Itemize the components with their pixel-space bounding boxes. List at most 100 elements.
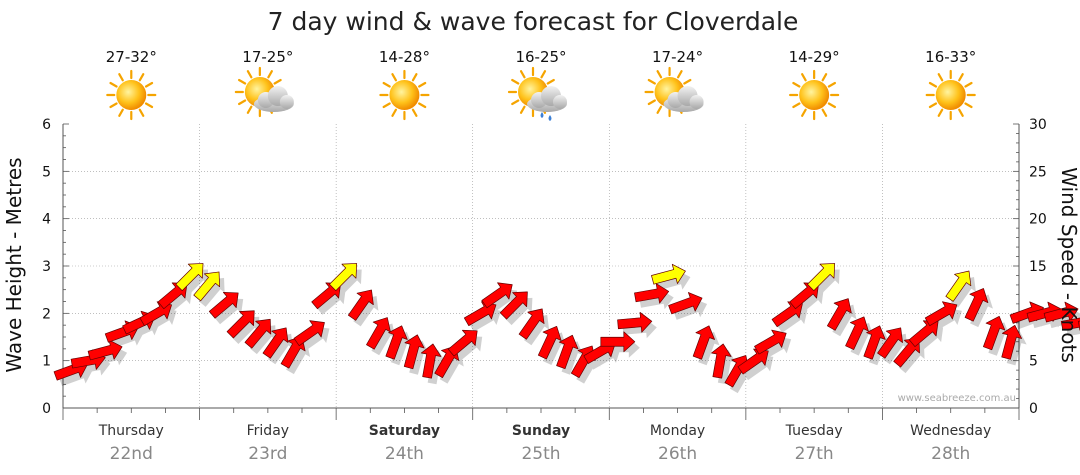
sun-ray [647, 78, 656, 85]
temperature-tuesday: 14-29° [789, 48, 840, 66]
showers-icon [507, 66, 567, 121]
day-label-wednesday: Wednesday [910, 423, 991, 439]
date-label-saturday: 24th [385, 444, 424, 464]
wind-arrow [226, 310, 255, 339]
sun-ray [964, 102, 973, 109]
sun-ray [928, 81, 938, 88]
date-label-sunday: 25th [521, 444, 560, 464]
wind-arrow-shadow [561, 341, 584, 375]
partly-cloudy-icon [644, 66, 704, 118]
wind-arrow [964, 288, 989, 322]
sunny-icon [925, 69, 976, 121]
cloud-puff [553, 95, 567, 109]
sunny-icon [106, 69, 157, 121]
sun-ray [144, 102, 154, 109]
wind-arrow-shadow [868, 331, 891, 366]
temperature-wednesday: 16-33° [925, 48, 976, 66]
date-label-wednesday: 28th [931, 444, 970, 464]
y-tick-label-right: 25 [1029, 164, 1047, 180]
wind-arrow [924, 301, 958, 327]
sun-disc [935, 80, 966, 110]
wind-arrow [692, 325, 715, 360]
wind-arrow [754, 329, 787, 355]
sun-ray [937, 108, 944, 117]
sun-ray [821, 73, 828, 82]
temperature-friday: 17-25° [242, 48, 293, 66]
wind-arrow [481, 282, 513, 309]
partly-cloudy-icon [234, 66, 294, 118]
sun-ray [511, 99, 520, 106]
wind-arrow [827, 298, 852, 331]
sun-ray [656, 105, 663, 114]
cloud-puff [279, 95, 294, 109]
wind-arrow [347, 289, 374, 321]
sun-ray [109, 81, 118, 88]
day-label-sunday: Sunday [512, 423, 570, 439]
wind-arrow [87, 339, 123, 361]
sun-ray [237, 78, 247, 85]
cloud-shape [663, 86, 704, 112]
sun-ray [676, 70, 683, 79]
y-tick-label-left: 1 [42, 354, 51, 370]
wind-arrow [262, 327, 289, 359]
sun-ray [237, 99, 247, 106]
wind-arrow-shadow [698, 331, 720, 366]
temperature-labels: 27-32° 17-25° 14-28° 16-25° 17-24° 14-29° 16-3… [106, 48, 977, 66]
wind-arrow [311, 282, 341, 310]
wind-arrow [1001, 324, 1023, 360]
wind-arrow [193, 271, 220, 302]
wind-arrow [420, 343, 442, 379]
y-tick-label-left: 0 [42, 401, 51, 417]
sun-ray [792, 81, 801, 88]
sun-ray [683, 78, 692, 85]
sun-disc [389, 80, 420, 110]
wind-arrow [893, 337, 920, 368]
sun-ray [958, 73, 964, 82]
sun-ray [546, 78, 555, 85]
sun-disc [116, 80, 147, 110]
wind-arrow [499, 291, 528, 320]
cloud-shape [527, 86, 567, 112]
wind-arrow [175, 263, 204, 292]
wind-arrow [537, 325, 562, 360]
y-axis-right-label: Wind Speed - Knots [1057, 167, 1080, 363]
wind-arrow [447, 329, 478, 357]
sun-ray [928, 102, 938, 109]
wind-arrow [711, 343, 732, 379]
sun-ray [801, 108, 807, 117]
sun-ray [382, 102, 391, 109]
sun-ray [246, 70, 253, 79]
wind-arrow [208, 291, 239, 319]
cloud-shape [253, 86, 294, 112]
y-tick-label-right: 20 [1029, 212, 1047, 228]
wind-arrow [366, 317, 391, 350]
day-label-tuesday: Tuesday [785, 423, 843, 439]
sun-ray [138, 73, 145, 82]
sun-ray [411, 108, 418, 117]
y-tick-label-right: 5 [1029, 354, 1038, 370]
sun-ray [109, 102, 118, 109]
rain-drop [540, 112, 544, 118]
wind-arrows [53, 263, 1080, 394]
sun-ray [827, 102, 837, 109]
wind-arrow-shadow [988, 322, 1010, 356]
sun-ray [821, 108, 828, 117]
sun-ray [144, 81, 154, 88]
y-tick-label-right: 15 [1029, 259, 1047, 275]
chart-axes: 0123456051015202530 [42, 117, 1047, 420]
sun-ray [391, 73, 398, 82]
sun-ray [138, 108, 145, 117]
sun-ray [118, 108, 124, 117]
sun-ray [801, 73, 807, 82]
wind-arrow [634, 283, 670, 304]
wind-arrow [845, 316, 869, 350]
wind-arrow [157, 282, 188, 310]
y-tick-label-left: 2 [42, 306, 51, 322]
sun-ray [827, 81, 837, 88]
date-label-friday: 23rd [248, 444, 287, 464]
sun-ray [937, 73, 944, 82]
y-tick-label-left: 5 [42, 164, 51, 180]
day-label-friday: Friday [247, 423, 289, 439]
wind-arrow-shadow [390, 331, 413, 366]
sunny-icon [789, 69, 840, 121]
